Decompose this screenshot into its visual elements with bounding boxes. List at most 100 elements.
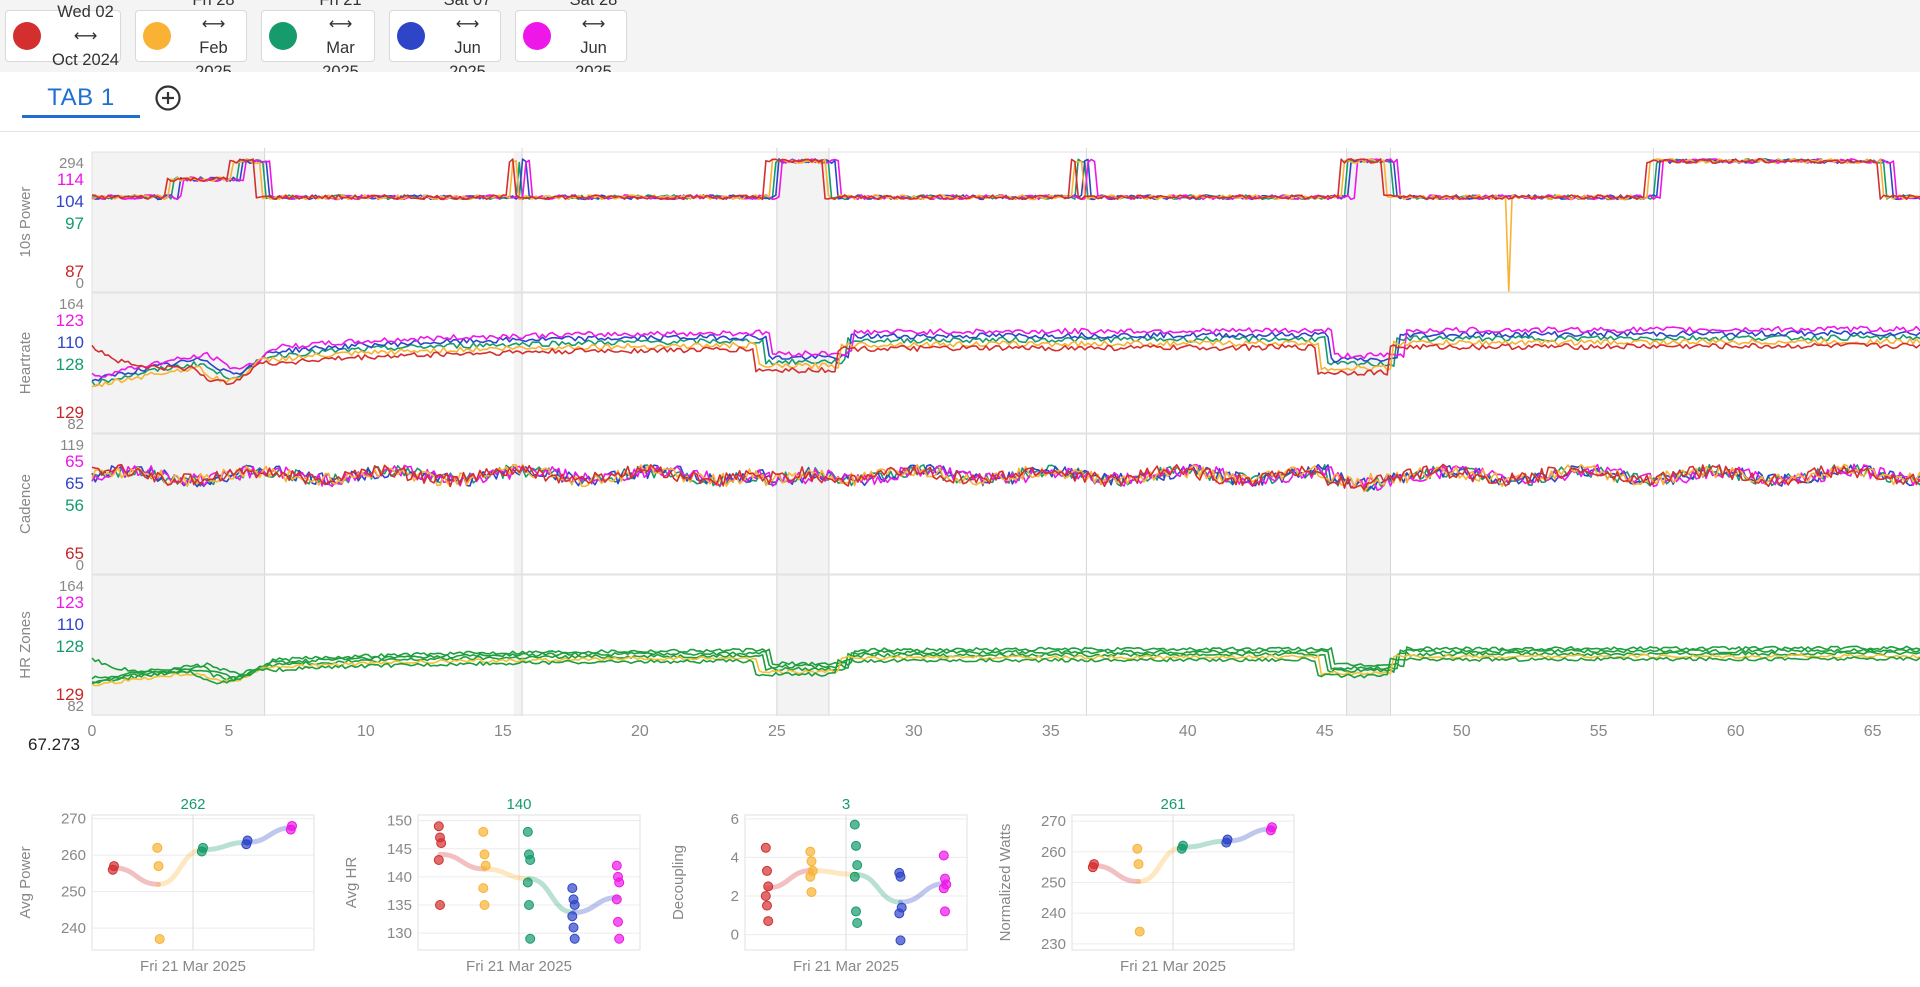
session-color-dot bbox=[397, 22, 425, 50]
summary-chart-avg-hr[interactable]: 130 135 140 145 150 140 Avg HR Fri 21 Mar 2025 bbox=[343, 796, 641, 975]
summary-xlabel: Fri 21 Mar 2025 bbox=[140, 958, 246, 975]
summary-point[interactable] bbox=[762, 900, 772, 911]
panel-10s-power[interactable]: 10s Power 294 0 114 104 97 87 bbox=[17, 151, 1920, 293]
summary-point[interactable] bbox=[569, 933, 580, 944]
summary-point[interactable] bbox=[242, 835, 253, 846]
summary-point[interactable] bbox=[522, 877, 533, 888]
summary-chart-avg-power[interactable]: 240 250 260 270 262 Avg Power Fri 21 Mar 2025 bbox=[17, 796, 315, 975]
summary-point[interactable] bbox=[614, 933, 625, 944]
summary-point[interactable] bbox=[1134, 926, 1145, 937]
session-day: Sat 28 bbox=[569, 0, 618, 9]
summary-point[interactable] bbox=[568, 922, 579, 933]
summary-point[interactable] bbox=[525, 855, 536, 865]
plus-circle-icon[interactable] bbox=[154, 84, 182, 112]
session-color-dot bbox=[269, 22, 297, 50]
summary-point[interactable] bbox=[851, 840, 861, 851]
summary-chart-normalized-watts[interactable]: 230 240 250 260 270 261 Normalized Watts Fri 21… bbox=[997, 796, 1295, 975]
summary-frame bbox=[91, 814, 315, 951]
panel-heartrate[interactable]: Heartrate 164 82 123 110 128 129 bbox=[17, 292, 1920, 434]
summary-point[interactable] bbox=[852, 918, 863, 928]
summary-point[interactable] bbox=[1132, 843, 1143, 854]
summary-point[interactable] bbox=[478, 826, 489, 837]
session-chip-0[interactable]: Wed 02 ⟷ Oct 2024 bbox=[5, 3, 121, 69]
summary-point[interactable] bbox=[852, 860, 863, 871]
summary-point[interactable] bbox=[894, 908, 905, 919]
summary-point[interactable] bbox=[849, 871, 860, 882]
summary-point[interactable] bbox=[611, 894, 622, 905]
summary-point[interactable] bbox=[153, 861, 164, 872]
summary-point[interactable] bbox=[569, 900, 580, 910]
swap-arrows-icon[interactable]: ⟷ bbox=[581, 15, 606, 33]
summary-point[interactable] bbox=[760, 891, 771, 901]
panel-ylabel: Cadence bbox=[17, 474, 34, 534]
panel-hr-zones[interactable]: HR Zones 164 82 123 110 128 129 bbox=[17, 574, 1920, 716]
summary-point[interactable] bbox=[522, 826, 533, 837]
summary-chart-decoupling[interactable]: 0 2 4 6 3 Decoupling Fri 21 Mar 2025 bbox=[670, 796, 968, 975]
summary-point[interactable] bbox=[436, 838, 447, 849]
summary-point[interactable] bbox=[1133, 859, 1144, 870]
summary-point[interactable] bbox=[806, 856, 817, 867]
summary-point[interactable] bbox=[524, 900, 534, 910]
session-label: Wed 02 ⟷ Oct 2024 bbox=[51, 0, 120, 72]
summary-point[interactable] bbox=[478, 883, 489, 894]
summary-point[interactable] bbox=[806, 887, 817, 898]
tab-1[interactable]: TAB 1 bbox=[22, 84, 140, 118]
summary-point[interactable] bbox=[940, 906, 950, 917]
summary-point[interactable] bbox=[433, 855, 444, 865]
y-tick-label: 240 bbox=[61, 920, 86, 937]
summary-point[interactable] bbox=[613, 916, 623, 927]
summary-point[interactable] bbox=[805, 846, 816, 857]
summary-value: 140 bbox=[506, 796, 531, 813]
y-tick-label: 130 bbox=[387, 925, 412, 942]
summary-point[interactable] bbox=[479, 849, 490, 860]
swap-arrows-icon[interactable]: ⟷ bbox=[73, 27, 98, 45]
summary-point[interactable] bbox=[1089, 859, 1099, 870]
swap-arrows-icon[interactable]: ⟷ bbox=[201, 15, 226, 33]
summary-point[interactable] bbox=[1178, 840, 1188, 851]
panel-ymin: 0 bbox=[76, 557, 84, 574]
swap-arrows-icon[interactable]: ⟷ bbox=[455, 15, 480, 33]
summary-point[interactable] bbox=[763, 881, 774, 892]
series-line-2 bbox=[91, 650, 1920, 685]
cursor-value: 104 bbox=[56, 192, 84, 211]
summary-point[interactable] bbox=[525, 933, 536, 944]
summary-point[interactable] bbox=[938, 850, 949, 861]
summary-point[interactable] bbox=[198, 842, 208, 853]
summary-point[interactable] bbox=[762, 865, 772, 876]
summary-point[interactable] bbox=[760, 842, 771, 853]
summary-point[interactable] bbox=[433, 821, 444, 832]
trend-segment bbox=[437, 851, 487, 872]
y-tick-label: 270 bbox=[61, 811, 86, 828]
summary-point[interactable] bbox=[1267, 822, 1277, 833]
summary-point[interactable] bbox=[763, 916, 774, 927]
summary-point[interactable] bbox=[479, 900, 490, 910]
summary-point[interactable] bbox=[1222, 834, 1233, 845]
summary-point[interactable] bbox=[614, 877, 625, 888]
summary-point[interactable] bbox=[567, 911, 578, 922]
summary-point[interactable] bbox=[611, 860, 622, 871]
summary-point[interactable] bbox=[938, 883, 949, 894]
session-chip-3[interactable]: Sat 07 ⟷ Jun 2025 bbox=[389, 0, 501, 81]
swap-arrows-icon[interactable]: ⟷ bbox=[328, 15, 353, 33]
summary-point[interactable] bbox=[435, 900, 445, 910]
session-chip-4[interactable]: Sat 28 ⟷ Jun 2025 bbox=[515, 0, 627, 81]
summary-point[interactable] bbox=[805, 871, 816, 882]
summary-point[interactable] bbox=[154, 934, 165, 945]
summary-point[interactable] bbox=[567, 883, 578, 894]
session-color-dot bbox=[523, 22, 551, 50]
y-tick-label: 230 bbox=[1041, 936, 1066, 953]
summary-point[interactable] bbox=[895, 935, 906, 946]
session-comparison-chart[interactable]: 10s Power 294 0 114 104 97 87 Heartrate 164 82 123… bbox=[0, 140, 1920, 760]
summary-point[interactable] bbox=[851, 906, 861, 917]
summary-point[interactable] bbox=[109, 861, 119, 872]
summary-point[interactable] bbox=[895, 871, 906, 882]
summary-point[interactable] bbox=[287, 820, 297, 831]
summary-point[interactable] bbox=[480, 860, 491, 871]
panel-ylabel: 10s Power bbox=[17, 187, 34, 258]
summary-point[interactable] bbox=[152, 842, 163, 853]
cursor-value: 87 bbox=[65, 262, 84, 281]
session-chip-1[interactable]: Fri 28 ⟷ Feb 2025 bbox=[135, 0, 247, 81]
session-chip-2[interactable]: Fri 21 ⟷ Mar 2025 bbox=[261, 0, 375, 81]
summary-point[interactable] bbox=[849, 819, 860, 830]
